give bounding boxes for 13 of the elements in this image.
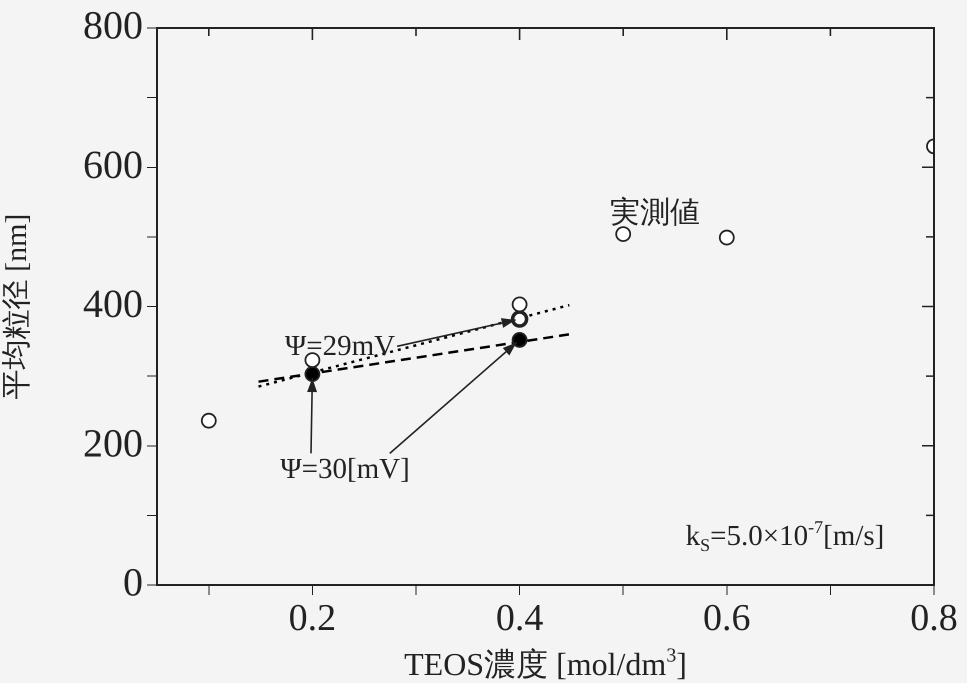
x-tick-label: 0.4 bbox=[496, 596, 544, 639]
y-tick-label: 200 bbox=[83, 420, 143, 466]
y-axis-title: 平均粒径 [nm] bbox=[0, 214, 33, 400]
annotation: Ψ=30[mV] bbox=[280, 453, 410, 485]
y-tick-label: 400 bbox=[83, 281, 143, 326]
y-tick-label: 600 bbox=[83, 142, 143, 187]
x-tick-label: 0.8 bbox=[910, 596, 958, 639]
annotation: Ψ=29mV bbox=[284, 330, 396, 362]
x-tick-label: 0.2 bbox=[288, 596, 336, 639]
annotation: 実測値 bbox=[610, 196, 700, 229]
y-tick-label: 800 bbox=[83, 2, 143, 48]
x-tick-label: 0.6 bbox=[703, 596, 751, 639]
y-tick-label: 0 bbox=[123, 560, 143, 604]
